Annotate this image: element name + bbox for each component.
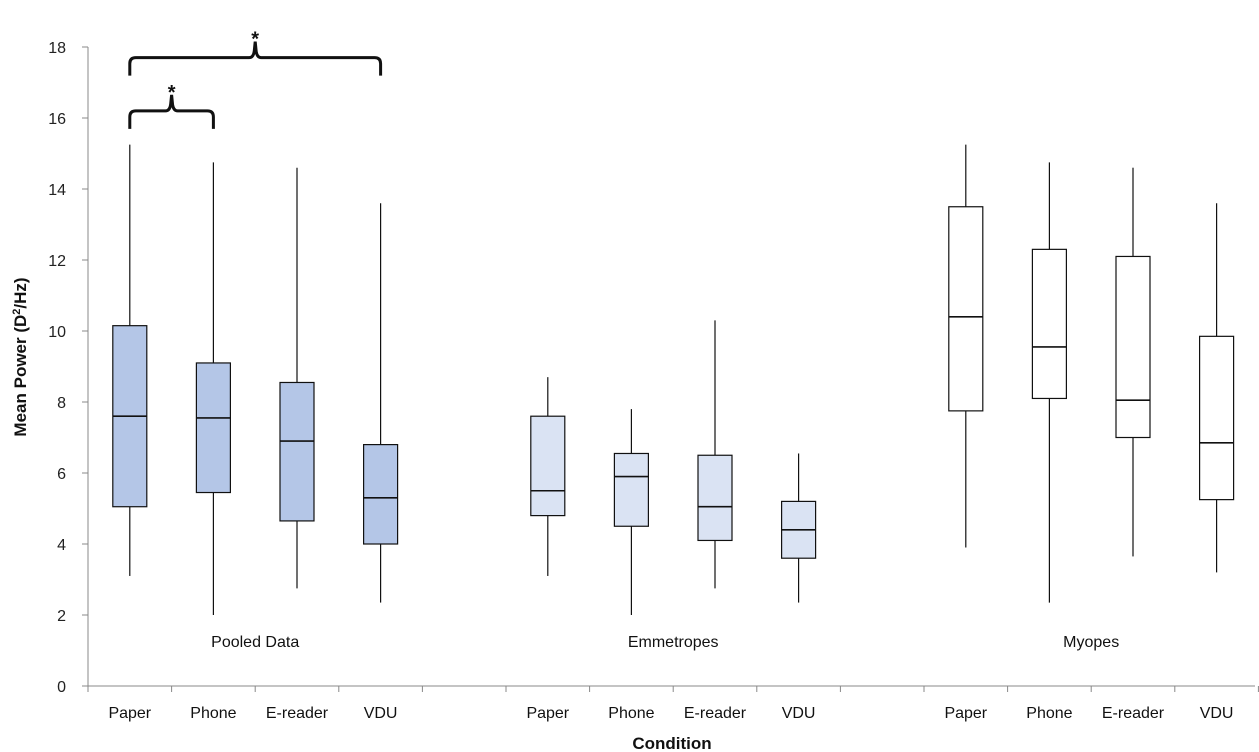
y-tick-label: 14 <box>48 182 66 199</box>
x-axis <box>87 685 1259 692</box>
iqr-box <box>363 444 399 545</box>
x-tick-label: E-reader <box>266 705 329 722</box>
x-tick-label: E-reader <box>684 705 747 722</box>
significance-brace <box>128 94 215 129</box>
x-tick-label: E-reader <box>1102 705 1165 722</box>
iqr-box <box>948 206 984 412</box>
group-myopes: Paper Phone E-reader VDU Myopes <box>944 144 1235 722</box>
x-tick-label: Paper <box>526 705 569 722</box>
y-tick-label: 0 <box>57 679 66 696</box>
y-axis-title-main: Mean Power (D <box>11 315 30 437</box>
box-paper: Paper <box>526 377 570 722</box>
box-ereader: E-reader <box>1102 167 1165 722</box>
x-tick-label: Paper <box>108 705 151 722</box>
x-tick-label: VDU <box>782 705 816 722</box>
box-phone: Phone <box>608 409 655 722</box>
x-axis-title: Condition <box>632 734 711 752</box>
y-axis: 0 2 4 6 8 10 12 14 16 18 <box>48 40 89 696</box>
x-tick-label: Phone <box>1026 705 1072 722</box>
x-tick-label: Paper <box>944 705 987 722</box>
box-phone: Phone <box>190 162 237 722</box>
box-plot-series: Paper Phone E-reader VDU Pooled Data Paper Pho… <box>108 144 1235 722</box>
y-tick-label: 4 <box>57 537 66 554</box>
iqr-box <box>1031 248 1068 400</box>
y-axis-title: Mean Power (D2/Hz) <box>11 277 30 436</box>
x-tick-label: Phone <box>608 705 654 722</box>
box-ereader: E-reader <box>684 320 747 722</box>
group-label: Pooled Data <box>211 634 299 651</box>
y-tick-label: 16 <box>48 111 66 128</box>
group-label: Emmetropes <box>628 634 719 651</box>
group-emmetropes: Paper Phone E-reader VDU Emmetropes <box>526 320 817 722</box>
y-tick-label: 6 <box>57 466 66 483</box>
x-tick-label: VDU <box>364 705 398 722</box>
y-tick-label: 18 <box>48 40 66 57</box>
significance-brackets: ** <box>128 29 383 129</box>
iqr-box <box>1115 255 1151 439</box>
y-axis-title-superscript: 2 <box>11 309 23 315</box>
significance-asterisk: * <box>251 29 259 51</box>
iqr-box <box>613 452 650 527</box>
iqr-box <box>1198 335 1235 501</box>
iqr-box <box>279 381 315 522</box>
y-axis-title-end: /Hz) <box>11 277 30 308</box>
group-pooled-data: Paper Phone E-reader VDU Pooled Data <box>108 144 399 722</box>
iqr-box <box>195 362 231 494</box>
box-vdu: VDU <box>363 203 399 722</box>
significance-brace <box>128 41 383 76</box>
iqr-box <box>697 454 733 542</box>
y-tick-label: 2 <box>57 608 66 625</box>
y-tick-label: 12 <box>48 253 66 270</box>
x-tick-label: VDU <box>1200 705 1234 722</box>
box-phone: Phone <box>1026 162 1073 722</box>
y-tick-label: 10 <box>48 324 66 341</box>
box-ereader: E-reader <box>266 167 329 722</box>
box-paper: Paper <box>944 144 988 722</box>
box-vdu: VDU <box>1198 203 1235 722</box>
x-tick-label: Phone <box>190 705 236 722</box>
significance-asterisk: * <box>168 82 176 104</box>
box-paper: Paper <box>108 144 152 722</box>
box-vdu: VDU <box>780 453 817 722</box>
y-tick-label: 8 <box>57 395 66 412</box>
group-label: Myopes <box>1063 634 1119 651</box>
iqr-box <box>530 415 566 517</box>
